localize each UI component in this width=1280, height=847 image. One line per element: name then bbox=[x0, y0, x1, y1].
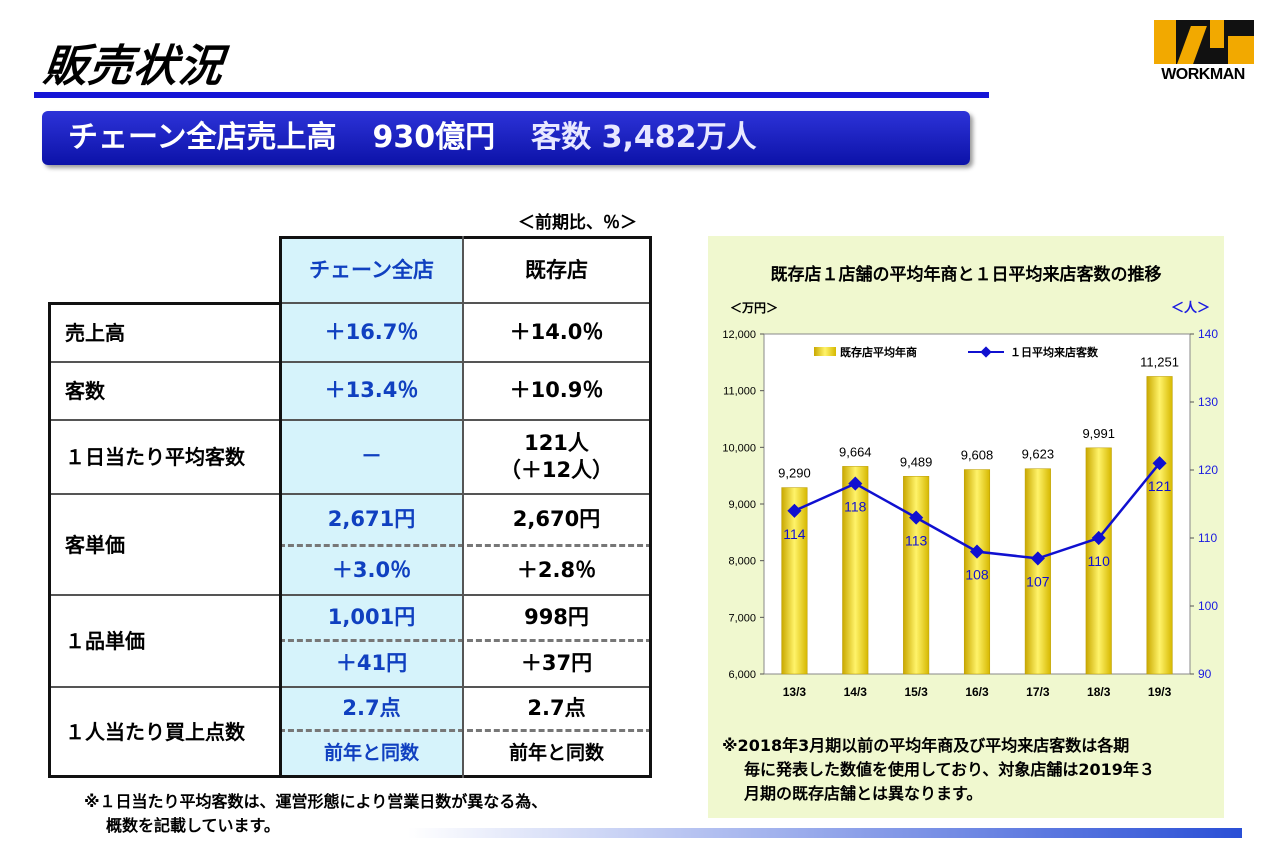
banner-label: チェーン全店売上高 bbox=[68, 120, 337, 155]
x-axis-category-label: 14/3 bbox=[844, 685, 868, 699]
daily-existing-cell: 121人 （＋12人） bbox=[464, 421, 649, 493]
line-value-label: 108 bbox=[965, 567, 989, 583]
table-footnote: ※１日当たり平均客数は、運営形態により営業日数が異なる為、 概数を記載しています… bbox=[84, 790, 547, 838]
legend-bar-swatch bbox=[814, 347, 836, 356]
row-label-item-price: １品単価 bbox=[65, 629, 145, 653]
header-existing-stores: 既存店 bbox=[525, 257, 588, 282]
bar-value-label: 9,290 bbox=[778, 466, 811, 481]
line-point-marker bbox=[969, 544, 985, 559]
workman-logo: WORKMAN bbox=[1148, 20, 1258, 92]
chart-panel: 既存店１店舗の平均年商と１日平均来店客数の推移 6,000 7,000 8,000 9… bbox=[708, 236, 1224, 818]
left-axis-unit: ＜万円＞ bbox=[730, 301, 778, 315]
sales-chain-value: ＋16.7％ bbox=[324, 319, 419, 344]
bar-value-label: 11,251 bbox=[1140, 354, 1179, 369]
left-axis-tick-label: 6,000 bbox=[728, 669, 756, 681]
chart-note-line1: ※2018年3月期以前の平均年商及び平均来店客数は各期 bbox=[722, 736, 1130, 755]
bar-existing-avg-sales bbox=[903, 476, 930, 675]
x-axis-category-label: 16/3 bbox=[965, 685, 989, 699]
item-price-existing-change: ＋37円 bbox=[520, 651, 593, 676]
bar-existing-avg-sales bbox=[1085, 447, 1112, 675]
left-axis-tick-label: 9,000 bbox=[728, 499, 756, 511]
items-chain-value: 2.7点 bbox=[342, 695, 401, 720]
bar-value-label: 9,608 bbox=[961, 448, 994, 463]
daily-chain-value: － bbox=[361, 444, 382, 469]
comparison-table: チェーン全店 既存店 売上高 ＋16.7％ ＋14.0％ 客数 ＋13.4％ ＋… bbox=[48, 236, 652, 778]
bar-value-label: 9,991 bbox=[1082, 426, 1115, 441]
chart-title: 既存店１店舗の平均年商と１日平均来店客数の推移 bbox=[770, 265, 1162, 285]
line-value-label: 113 bbox=[905, 533, 928, 549]
footer-gradient-bar bbox=[408, 828, 1242, 838]
bar-existing-avg-sales bbox=[842, 466, 869, 675]
left-axis-tick-label: 11,000 bbox=[723, 386, 756, 398]
unit-price-existing-value: 2,670円 bbox=[512, 506, 601, 531]
bar-value-label: 9,664 bbox=[839, 444, 872, 459]
left-axis-tick-label: 7,000 bbox=[728, 612, 756, 624]
title-underline bbox=[34, 92, 989, 98]
logo-wordmark: WORKMAN bbox=[1161, 66, 1245, 83]
chart-canvas: 6,000 7,000 8,000 9,000 10,000 11,000 12,000 90… bbox=[722, 300, 1218, 699]
left-axis-tick-label: 8,000 bbox=[728, 556, 756, 568]
right-axis-unit: ＜人＞ bbox=[1171, 300, 1210, 316]
bar-existing-avg-sales bbox=[781, 487, 808, 675]
unit-price-chain-change: ＋3.0％ bbox=[331, 557, 412, 582]
x-axis-category-label: 17/3 bbox=[1026, 685, 1050, 699]
page-title: 販売状況 bbox=[40, 41, 227, 92]
x-axis-category-label: 15/3 bbox=[904, 685, 928, 699]
daily-existing-value: 121人 bbox=[524, 430, 589, 455]
right-axis-tick-label: 120 bbox=[1198, 463, 1218, 477]
right-axis-tick-label: 90 bbox=[1198, 667, 1212, 681]
left-axis-tick-label: 12,000 bbox=[722, 329, 756, 341]
item-price-chain-value: 1,001円 bbox=[327, 604, 416, 629]
line-point-marker bbox=[848, 476, 863, 491]
line-value-label: 114 bbox=[783, 526, 806, 542]
line-value-label: 107 bbox=[1026, 573, 1050, 589]
banner-customers: 客数 3,482万人 bbox=[531, 120, 757, 155]
line-point-marker bbox=[787, 503, 802, 518]
sales-existing-value: ＋14.0％ bbox=[509, 319, 604, 344]
row-label-items-per-customer: １人当たり買上点数 bbox=[65, 719, 245, 744]
bar-value-label: 9,489 bbox=[900, 454, 933, 469]
item-price-existing-value: 998円 bbox=[524, 604, 589, 629]
left-axis-tick-label: 10,000 bbox=[722, 442, 756, 454]
headline-banner: チェーン全店売上高 930億円 客数 3,482万人 bbox=[42, 111, 970, 165]
items-existing-value: 2.7点 bbox=[527, 695, 586, 720]
right-axis-tick-label: 110 bbox=[1198, 531, 1217, 545]
x-axis-category-label: 18/3 bbox=[1087, 685, 1111, 699]
table-footnote-line2: 概数を記載しています。 bbox=[106, 816, 280, 835]
unit-price-chain-value: 2,671円 bbox=[327, 506, 416, 531]
right-axis-tick-label: 100 bbox=[1198, 599, 1218, 613]
row-label-sales: 売上高 bbox=[65, 320, 125, 345]
item-price-chain-change: ＋41円 bbox=[335, 651, 408, 676]
customers-chain-value: ＋13.4％ bbox=[324, 378, 419, 403]
chart-note-line3: 月期の既存店舗とは異なります。 bbox=[744, 784, 983, 803]
bar-existing-avg-sales bbox=[1146, 376, 1173, 675]
header-chain-stores: チェーン全店 bbox=[309, 257, 434, 282]
items-chain-change: 前年と同数 bbox=[323, 742, 419, 765]
table-unit-note: ＜前期比、％＞ bbox=[518, 213, 637, 233]
line-value-label: 121 bbox=[1148, 478, 1172, 494]
banner-sales-value: 930億円 bbox=[372, 120, 496, 155]
right-axis-tick-label: 140 bbox=[1198, 327, 1218, 341]
bar-existing-avg-sales bbox=[1024, 468, 1051, 675]
logo-mark-icon bbox=[1154, 20, 1254, 64]
row-label-customers: 客数 bbox=[65, 379, 105, 403]
unit-price-existing-change: ＋2.8％ bbox=[516, 557, 597, 582]
customers-existing-value: ＋10.9％ bbox=[509, 378, 604, 403]
row-label-unit-price: 客単価 bbox=[65, 532, 125, 557]
row-label-daily-customers: １日当たり平均客数 bbox=[65, 445, 245, 469]
x-axis-category-label: 13/3 bbox=[783, 685, 807, 699]
line-value-label: 110 bbox=[1088, 553, 1111, 569]
table-footnote-line1: ※１日当たり平均客数は、運営形態により営業日数が異なる為、 bbox=[84, 792, 548, 811]
legend-line-label: １日平均来店客数 bbox=[1010, 345, 1099, 359]
legend-bar-label: 既存店平均年商 bbox=[840, 345, 917, 359]
line-value-label: 118 bbox=[844, 499, 867, 515]
bar-existing-avg-sales bbox=[963, 469, 991, 675]
right-axis-tick-label: 130 bbox=[1198, 395, 1218, 409]
bar-value-label: 9,623 bbox=[1022, 447, 1055, 462]
chart-note-line2: 毎に発表した数値を使用しており、対象店舗は2019年３ bbox=[744, 760, 1155, 779]
chart-note: ※2018年3月期以前の平均年商及び平均来店客数は各期 毎に発表した数値を使用し… bbox=[722, 734, 1222, 806]
daily-existing-change: （＋12人） bbox=[499, 458, 614, 482]
items-existing-change: 前年と同数 bbox=[508, 742, 604, 765]
x-axis-category-label: 19/3 bbox=[1148, 685, 1172, 699]
